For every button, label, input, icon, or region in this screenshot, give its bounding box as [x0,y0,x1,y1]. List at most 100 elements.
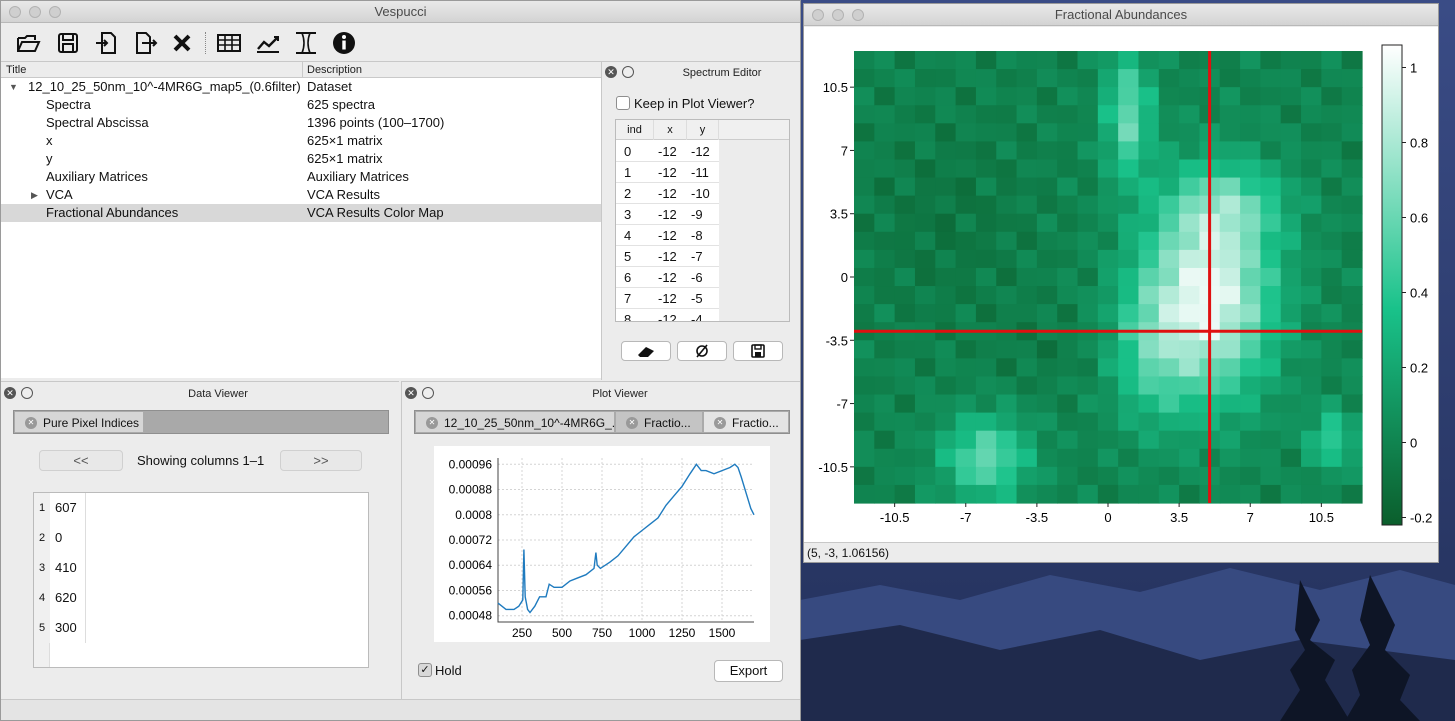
close-window-button[interactable] [9,6,21,18]
heatmap-cell [1260,466,1282,486]
open-icon[interactable] [15,30,41,56]
tree-expander-icon[interactable]: ▼ [9,82,18,92]
heatmap-cell [1036,159,1058,179]
color-map-plot[interactable]: -10.5 -7 -3.5 0 3.5 7 10.5 10.5 7 3.5 0 -3.5 -7 -10.5… [804,27,1438,542]
tree-row[interactable]: x 625×1 matrix [1,132,601,150]
plot-icon[interactable] [255,30,281,56]
tree-row[interactable]: ▶ VCA VCA Results [1,186,601,204]
tree-expander-icon[interactable]: ▶ [31,190,38,200]
tree-row[interactable]: Fractional Abundances VCA Results Color M… [1,204,601,222]
heatmap-cell [914,69,936,88]
heatmap-cell [894,448,916,468]
tree-header-description[interactable]: Description [307,64,363,76]
table-row[interactable]: 0 -12 -12 [616,141,719,162]
close-tab-icon[interactable]: ✕ [626,417,638,429]
close-dock-icon[interactable]: ✕ [4,387,16,399]
float-dock-icon[interactable] [422,387,434,399]
table-cell: -12 [658,270,677,285]
hold-checkbox[interactable]: ✓ [418,663,432,677]
float-window-titlebar[interactable]: Fractional Abundances [804,4,1438,26]
table-row[interactable]: 1 -12 -11 [616,162,719,183]
heatmap-cell [1158,105,1180,124]
info-icon[interactable] [331,30,357,56]
tree-header-title[interactable]: Title [6,64,27,76]
eraser-button[interactable] [621,341,671,361]
row-number: 4 [34,583,50,613]
table-row[interactable]: 3 -12 -9 [616,204,719,225]
table-row[interactable]: 5 -12 -7 [616,246,719,267]
table-row[interactable]: 2 -12 -10 [616,183,719,204]
table-row[interactable]: 1 607 [34,493,86,523]
tab-pure-pixel-indices[interactable]: ✕ Pure Pixel Indices [14,411,144,433]
table-row[interactable]: 5 300 [34,613,86,643]
main-window-titlebar[interactable]: Vespucci [1,1,800,23]
import-icon[interactable] [94,30,120,56]
zoom-window-button[interactable] [49,6,61,18]
tree-row[interactable]: Spectra 625 spectra [1,96,601,114]
close-dock-icon[interactable]: ✕ [405,387,417,399]
heatmap-cell [1118,195,1140,215]
tab-plot-2[interactable]: ✕ Fractio... [615,411,703,433]
table-icon[interactable] [216,30,242,56]
tree-row[interactable]: Spectral Abscissa 1396 points (100–1700) [1,114,601,132]
table-cell: -12 [691,144,710,159]
heatmap-cell [914,105,936,124]
table-row[interactable]: 7 -12 -5 [616,288,719,309]
data-table[interactable]: 1 607 2 0 3 410 4 620 5 300 [33,492,369,668]
minimize-window-button[interactable] [29,6,41,18]
tree-row[interactable]: y 625×1 matrix [1,150,601,168]
table-row[interactable]: 4 -12 -8 [616,225,719,246]
heatmap-cell [1240,177,1261,197]
close-tab-icon[interactable]: ✕ [714,417,726,429]
heatmap-cell [996,448,1018,468]
save-spectrum-button[interactable] [733,341,783,361]
tree-row[interactable]: Auxiliary Matrices Auxiliary Matrices [1,168,601,186]
tree-row[interactable]: ▼ 12_10_25_50nm_10^-4MR6G_map5_(0.6filter… [1,78,601,96]
keep-in-plot-checkbox[interactable] [616,96,630,110]
table-row[interactable]: 4 620 [34,583,86,613]
heatmap-cell [1219,123,1241,142]
save-icon[interactable] [55,30,81,56]
heatmap-cell [1219,231,1241,251]
heatmap-cell [1301,159,1322,179]
prev-columns-button[interactable]: << [39,450,123,471]
heatmap-cell [1219,87,1241,106]
close-dataset-icon[interactable] [169,30,195,56]
close-window-button[interactable] [812,9,824,21]
clear-button[interactable] [677,341,727,361]
next-columns-button[interactable]: >> [280,450,362,471]
heatmap-cell [854,69,875,88]
heatmap-cell [894,51,916,70]
export-button[interactable]: Export [714,660,783,682]
column-header[interactable]: y [687,120,719,140]
table-row[interactable]: 3 410 [34,553,86,583]
zoom-window-button[interactable] [852,9,864,21]
table-row[interactable]: 6 -12 -6 [616,267,719,288]
heatmap-cell [996,177,1018,197]
float-dock-icon[interactable] [21,387,33,399]
heatmap-cell [1341,286,1363,305]
column-header[interactable]: ind [616,120,654,140]
table-row[interactable]: 8 -12 -4 [616,309,719,321]
spectrum-table[interactable]: ind x y 0 -12 -12 1 -12 -11 2 -12 -10 3 -12 -9 4 -12 -8 5 -… [615,119,790,322]
float-dock-icon[interactable] [622,66,634,78]
export-icon[interactable] [132,30,158,56]
close-dock-icon[interactable]: ✕ [605,66,617,78]
heatmap-cell [935,376,957,396]
table-cell: 0 [50,523,86,553]
close-tab-icon[interactable]: ✕ [25,417,37,429]
dataset-tree[interactable]: ▼ 12_10_25_50nm_10^-4MR6G_map5_(0.6filter… [1,78,601,378]
heatmap-cell [1321,141,1343,161]
heatmap-cell [1240,51,1261,70]
spectrum-plot[interactable]: 250 500 750 1000 1250 1500 0.00096 0.00088 0.000… [434,446,770,642]
tab-plot-3[interactable]: ✕ Fractio... [703,411,789,433]
minimize-window-button[interactable] [832,9,844,21]
spectrum-icon[interactable] [293,30,319,56]
column-header[interactable]: x [654,120,687,140]
tab-plot-1[interactable]: ✕ 12_10_25_50nm_10^-4MR6G_... [415,411,615,433]
heatmap-cell [1341,376,1363,396]
close-tab-icon[interactable]: ✕ [426,417,438,429]
heatmap-cell [975,376,997,396]
x-tick-label: 0 [1104,510,1111,525]
